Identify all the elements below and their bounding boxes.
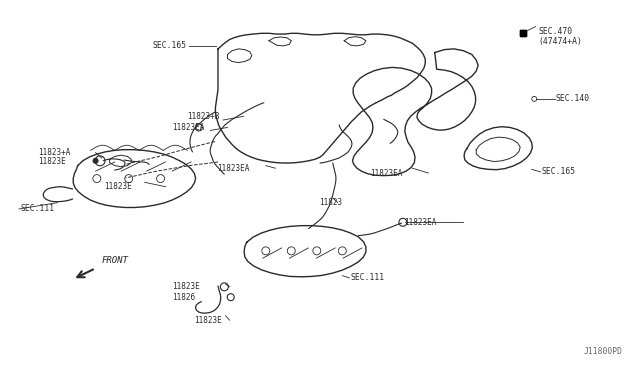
Text: 11823EA: 11823EA bbox=[404, 218, 436, 227]
Text: SEC.165: SEC.165 bbox=[153, 41, 187, 50]
Text: 11823E: 11823E bbox=[172, 282, 200, 291]
Text: SEC.165: SEC.165 bbox=[542, 167, 576, 176]
Text: 11823EA: 11823EA bbox=[370, 169, 402, 177]
Text: 11823+A: 11823+A bbox=[38, 148, 70, 157]
Text: SEC.111: SEC.111 bbox=[20, 205, 54, 214]
Text: 11823EA: 11823EA bbox=[217, 164, 249, 173]
Text: 11823EA: 11823EA bbox=[172, 123, 204, 132]
Text: 11823: 11823 bbox=[319, 198, 342, 207]
Text: 11823E: 11823E bbox=[194, 316, 221, 325]
Text: 11826: 11826 bbox=[172, 294, 195, 302]
Text: SEC.140: SEC.140 bbox=[556, 94, 590, 103]
Text: SEC.111: SEC.111 bbox=[351, 273, 385, 282]
Text: SEC.470
(47474+A): SEC.470 (47474+A) bbox=[538, 27, 582, 46]
Text: 11823E: 11823E bbox=[104, 182, 132, 191]
Circle shape bbox=[93, 158, 98, 163]
Text: FRONT: FRONT bbox=[102, 256, 129, 265]
Text: J11800PD: J11800PD bbox=[584, 347, 623, 356]
Text: 11823+B: 11823+B bbox=[188, 112, 220, 121]
Text: 11823E: 11823E bbox=[38, 157, 66, 166]
